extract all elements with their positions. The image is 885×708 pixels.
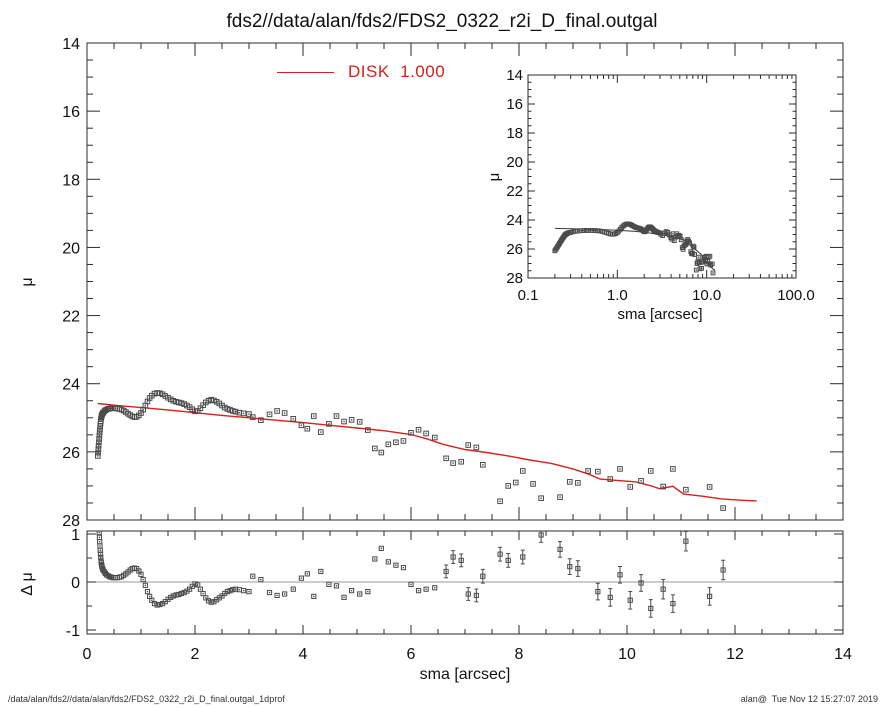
svg-text:12: 12 bbox=[726, 646, 744, 663]
svg-text:4: 4 bbox=[299, 646, 308, 663]
inset-series bbox=[552, 221, 716, 276]
main-series bbox=[95, 390, 757, 511]
residual-y-tick-labels: 1 0 -1 bbox=[66, 527, 80, 640]
svg-text:100.0: 100.0 bbox=[777, 287, 815, 304]
svg-text:14: 14 bbox=[62, 36, 80, 53]
svg-text:0.1: 0.1 bbox=[518, 287, 539, 304]
svg-text:10.0: 10.0 bbox=[692, 287, 721, 304]
svg-text:20: 20 bbox=[506, 154, 523, 171]
shared-x-axis-label: sma [arcsec] bbox=[420, 666, 511, 683]
residual-panel bbox=[86, 530, 844, 635]
disk-legend: DISK 1.000 bbox=[277, 62, 445, 82]
svg-text:22: 22 bbox=[506, 183, 523, 200]
svg-text:1.0: 1.0 bbox=[607, 287, 628, 304]
profile-points-inner bbox=[95, 390, 252, 459]
svg-text:-1: -1 bbox=[66, 623, 80, 640]
svg-text:10: 10 bbox=[618, 646, 636, 663]
svg-text:26: 26 bbox=[62, 445, 80, 462]
svg-text:6: 6 bbox=[407, 646, 416, 663]
residual-y-axis-label: Δ μ bbox=[19, 572, 36, 595]
svg-text:18: 18 bbox=[506, 125, 523, 142]
inset-profile-points bbox=[552, 221, 716, 276]
residual-series bbox=[96, 531, 726, 618]
svg-text:sma [arcsec]: sma [arcsec] bbox=[420, 666, 511, 683]
svg-text:22: 22 bbox=[62, 309, 80, 326]
residual-points-inner bbox=[96, 531, 252, 608]
svg-text:14: 14 bbox=[834, 646, 852, 663]
svg-text:2: 2 bbox=[191, 646, 200, 663]
svg-text:24: 24 bbox=[506, 212, 523, 229]
inset-x-tick-labels: 0.1 1.0 10.0 100.0 bbox=[518, 287, 815, 304]
svg-text:sma [arcsec]: sma [arcsec] bbox=[617, 306, 702, 323]
main-y-tick-labels: 14 16 18 20 22 24 26 28 bbox=[62, 36, 80, 530]
svg-text:Δ μ: Δ μ bbox=[19, 572, 36, 595]
svg-text:1: 1 bbox=[71, 527, 80, 544]
panel-frame bbox=[86, 530, 844, 635]
svg-text:24: 24 bbox=[62, 377, 80, 394]
main-y-axis-label: μ bbox=[19, 277, 36, 286]
main-plot bbox=[86, 42, 844, 521]
shared-x-tick-labels: 0 2 4 6 8 10 12 14 bbox=[83, 646, 852, 663]
svg-text:16: 16 bbox=[506, 96, 523, 113]
svg-text:20: 20 bbox=[62, 240, 80, 257]
svg-text:26: 26 bbox=[506, 241, 523, 258]
svg-text:0: 0 bbox=[71, 575, 80, 592]
inset-y-tick-labels: 14 16 18 20 22 24 26 28 bbox=[506, 67, 523, 287]
inset-plot bbox=[527, 74, 797, 279]
svg-text:μ: μ bbox=[486, 173, 503, 182]
footer-user-timestamp: alan@ Tue Nov 12 15:27:07 2019 bbox=[740, 694, 878, 704]
inset-y-axis-label: μ bbox=[486, 173, 503, 182]
inset-x-axis-label: sma [arcsec] bbox=[617, 306, 702, 323]
profile-points-outer bbox=[249, 408, 726, 511]
svg-text:28: 28 bbox=[506, 270, 523, 287]
disk-legend-label: DISK 1.000 bbox=[348, 62, 446, 81]
svg-text:18: 18 bbox=[62, 172, 80, 189]
panel-frame bbox=[527, 74, 797, 279]
footer-file-path: /data/alan/fds2//data/alan/fds2/FDS2_032… bbox=[8, 694, 285, 704]
svg-text:μ: μ bbox=[19, 277, 36, 286]
svg-text:16: 16 bbox=[62, 104, 80, 121]
svg-text:28: 28 bbox=[62, 513, 80, 530]
disk-legend-line-sample bbox=[277, 71, 334, 73]
svg-text:8: 8 bbox=[515, 646, 524, 663]
svg-text:14: 14 bbox=[506, 67, 523, 84]
panel-frame bbox=[86, 42, 844, 521]
residual-points-outer bbox=[250, 531, 726, 618]
plot-title: fds2//data/alan/fds2/FDS2_0322_r2i_D_fin… bbox=[226, 11, 658, 32]
svg-text:0: 0 bbox=[83, 646, 92, 663]
